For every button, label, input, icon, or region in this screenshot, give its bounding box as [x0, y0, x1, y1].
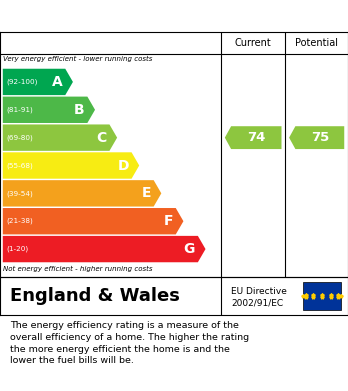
- Polygon shape: [3, 124, 117, 151]
- Text: E: E: [141, 187, 151, 200]
- Text: 2002/91/EC: 2002/91/EC: [231, 298, 284, 307]
- Text: (39-54): (39-54): [6, 190, 33, 197]
- Polygon shape: [3, 236, 206, 262]
- Text: (55-68): (55-68): [6, 162, 33, 169]
- Text: (1-20): (1-20): [6, 246, 29, 252]
- Polygon shape: [289, 126, 344, 149]
- Text: B: B: [74, 103, 85, 117]
- Polygon shape: [3, 180, 161, 206]
- Text: Not energy efficient - higher running costs: Not energy efficient - higher running co…: [3, 266, 153, 273]
- Text: The energy efficiency rating is a measure of the
overall efficiency of a home. T: The energy efficiency rating is a measur…: [10, 321, 250, 366]
- Text: Very energy efficient - lower running costs: Very energy efficient - lower running co…: [3, 56, 153, 62]
- Text: C: C: [96, 131, 107, 145]
- Text: Energy Efficiency Rating: Energy Efficiency Rating: [10, 7, 240, 25]
- Text: 75: 75: [311, 131, 329, 144]
- Text: (81-91): (81-91): [6, 106, 33, 113]
- Text: (21-38): (21-38): [6, 218, 33, 224]
- Text: A: A: [52, 75, 63, 89]
- Text: (92-100): (92-100): [6, 79, 38, 85]
- Text: England & Wales: England & Wales: [10, 287, 180, 305]
- Text: Potential: Potential: [295, 38, 338, 48]
- Text: (69-80): (69-80): [6, 135, 33, 141]
- Text: EU Directive: EU Directive: [231, 287, 287, 296]
- Polygon shape: [3, 69, 73, 95]
- Text: Current: Current: [235, 38, 271, 48]
- Polygon shape: [3, 97, 95, 123]
- Polygon shape: [3, 152, 139, 179]
- Text: 74: 74: [247, 131, 266, 144]
- FancyBboxPatch shape: [303, 282, 341, 310]
- Text: D: D: [117, 158, 129, 172]
- Polygon shape: [3, 208, 183, 235]
- Text: G: G: [184, 242, 195, 256]
- Text: F: F: [164, 214, 173, 228]
- Polygon shape: [225, 126, 282, 149]
